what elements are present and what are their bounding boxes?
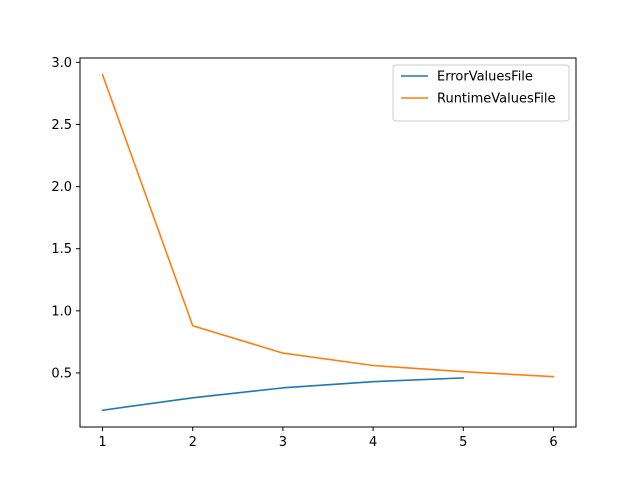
y-tick-label: 1.5	[51, 242, 72, 257]
x-axis: 1 2 3 4 5 6	[98, 427, 558, 450]
y-axis: 0.5 1.0 1.5 2.0 2.5 3.0	[51, 56, 80, 381]
series-line-errorvaluesfile	[101, 377, 465, 412]
legend-label: ErrorValuesFile	[437, 70, 533, 85]
x-tick-label: 5	[459, 435, 467, 450]
y-tick-label: 2.5	[51, 118, 72, 133]
series-layer	[101, 73, 555, 412]
y-tick-label: 3.0	[51, 56, 72, 71]
x-tick-label: 3	[279, 435, 287, 450]
plot-area	[79, 57, 577, 428]
y-tick-label: 2.0	[51, 180, 72, 195]
legend: ErrorValuesFile RuntimeValuesFile	[392, 64, 570, 122]
legend-label: RuntimeValuesFile	[437, 92, 556, 107]
x-tick-label: 6	[549, 435, 557, 450]
x-tick-label: 2	[189, 435, 197, 450]
x-tick-label: 4	[369, 435, 377, 450]
series-line-runtimevaluesfile	[101, 73, 555, 378]
axes-frame	[79, 57, 577, 428]
x-tick-label: 1	[98, 435, 106, 450]
y-tick-label: 0.5	[51, 366, 72, 381]
y-tick-label: 1.0	[51, 304, 72, 319]
legend-box	[392, 64, 570, 122]
